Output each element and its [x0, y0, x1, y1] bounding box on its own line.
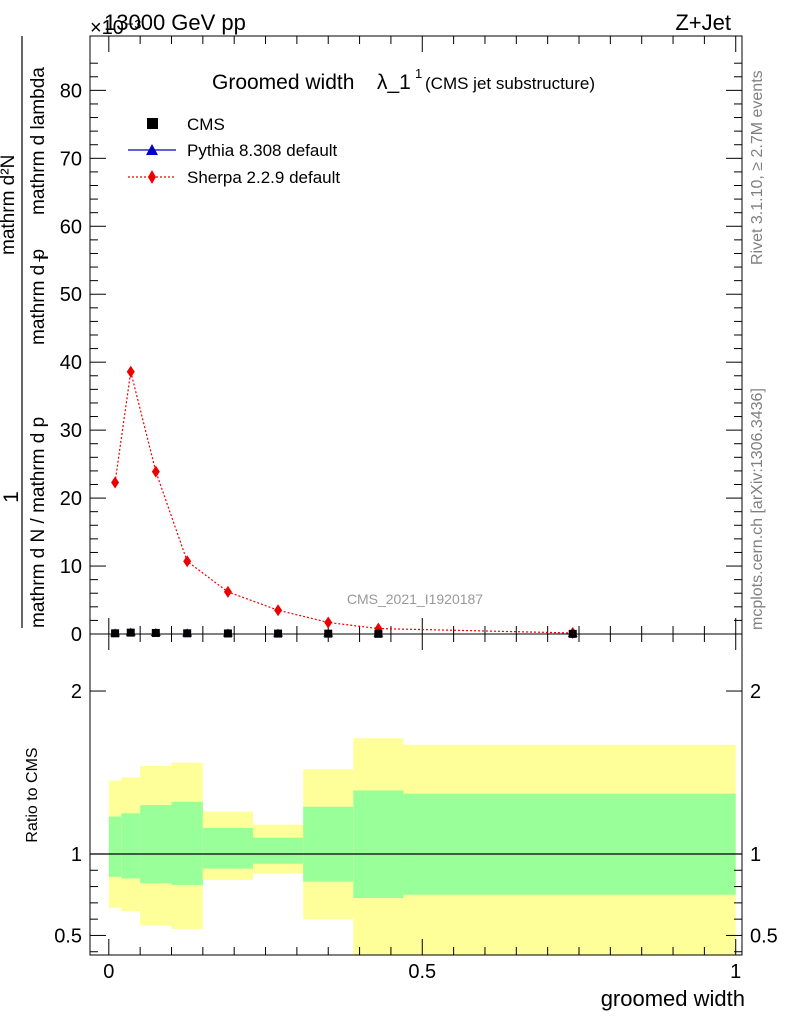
ratio-green-band: [171, 801, 203, 885]
main-y-tick-label: 30: [60, 420, 82, 442]
legend-pythia-marker: [146, 144, 158, 155]
x-tick-label: 0.5: [408, 961, 436, 983]
ratio-y-ticks: 0.5 0.5 1 1 2 2: [54, 681, 778, 953]
ratio-y-axis-label: Ratio to CMS: [24, 747, 41, 842]
sherpa-point: [274, 604, 283, 617]
legend-cms-label: CMS: [187, 115, 225, 134]
sherpa-line: [114, 371, 573, 634]
rivet-label: Rivet 3.1.10, ≥ 2.7M events: [749, 70, 766, 265]
main-y-tick-label: 60: [60, 216, 82, 238]
main-y-ticks: 0 10 20 30 40 50 60 70 80: [60, 62, 742, 646]
ratio-green-band: [202, 827, 253, 869]
ratio-green-band: [303, 806, 354, 882]
legend: CMS Pythia 8.308 default Sherpa 2.2.9 de…: [128, 115, 340, 187]
ylabel-one: 1: [0, 491, 23, 503]
ratio-green-band: [353, 790, 404, 898]
ratio-green-band: [403, 793, 736, 895]
legend-sherpa-marker: [148, 170, 156, 184]
x-tick-label: 0: [103, 961, 114, 983]
ratio-green-band: [253, 837, 304, 864]
main-y-tick-label: 50: [60, 284, 82, 306]
energy-label: 13000 GeV pp: [104, 10, 246, 35]
main-y-tick-label: 20: [60, 488, 82, 510]
legend-sherpa-label: Sherpa 2.2.9 default: [187, 168, 340, 187]
ylabel-tail: mathrm d lambda: [28, 67, 49, 215]
cms-point: [126, 628, 135, 637]
sherpa-point: [324, 616, 333, 629]
main-y-tick-label: 0: [71, 624, 82, 646]
process-label: Z+Jet: [675, 10, 731, 35]
ratio-y-tick-label: 1: [71, 844, 82, 866]
ratio-y-tick-label: 2: [71, 681, 82, 703]
main-y-tick-label: 70: [60, 148, 82, 170]
ratio-x-ticks: 0 0.5 1: [103, 634, 741, 983]
x-tick-label: 1: [730, 961, 741, 983]
cms-point: [111, 629, 120, 638]
analysis-id: CMS_2021_I1920187: [347, 591, 483, 607]
legend-pythia-label: Pythia 8.308 default: [187, 141, 338, 160]
ratio-y-tick-label-right: 0.5: [750, 925, 778, 947]
ratio-y-tick-label: 0.5: [54, 925, 82, 947]
main-y-tick-label: 10: [60, 556, 82, 578]
plot-title: Groomed width λ_1 1 (CMS jet substructur…: [212, 66, 595, 94]
ylabel-inner-denominator: mathrm d p: [28, 249, 49, 345]
ratio-frame: [89, 633, 743, 956]
ylabel-denominator: mathrm d N / mathrm d p: [28, 417, 49, 628]
ratio-bands: [108, 738, 736, 955]
sherpa-point: [151, 465, 160, 478]
main-y-tick-label: 40: [60, 352, 82, 374]
cms-point: [151, 628, 160, 637]
sherpa-point: [111, 476, 120, 489]
cms-point: [223, 629, 232, 638]
title-superscript: 1: [415, 66, 422, 81]
title-text: Groomed width: [212, 71, 354, 94]
sherpa-point: [223, 585, 232, 598]
x-axis-label: groomed width: [601, 986, 745, 1011]
sherpa-point: [183, 555, 192, 568]
ratio-y-tick-label-right: 2: [750, 681, 761, 703]
title-subtitle: (CMS jet substructure): [425, 74, 595, 93]
ylabel-subscript: T: [36, 254, 51, 262]
main-y-axis-label: 1 mathrm d N / mathrm d p mathrm d²N mat…: [0, 36, 51, 628]
cms-point: [183, 629, 192, 638]
legend-cms-marker: [147, 118, 158, 129]
title-symbol: λ_1: [377, 71, 411, 94]
mcplots-label: mcplots.cern.ch [arXiv:1306.3436]: [749, 388, 766, 630]
ratio-green-band: [121, 813, 141, 879]
ylabel-inner-numerator: mathrm d²N: [0, 155, 19, 255]
sherpa-point: [126, 365, 135, 378]
exponent-label: ×10⁻³: [90, 17, 141, 39]
ratio-y-tick-label-right: 1: [750, 844, 761, 866]
main-plot: 0 10 20 30 40 50 60 70 80 Groomed width λ_1 1 (C…: [60, 35, 743, 646]
main-y-tick-label: 80: [60, 80, 82, 102]
ratio-green-band: [108, 816, 122, 877]
main-series: [110, 365, 578, 639]
ratio-green-band: [140, 805, 172, 884]
ratio-plot: 0.5 0.51 12 2 0 0.5 1 Ratio to CMS groomed wi…: [24, 633, 778, 1011]
